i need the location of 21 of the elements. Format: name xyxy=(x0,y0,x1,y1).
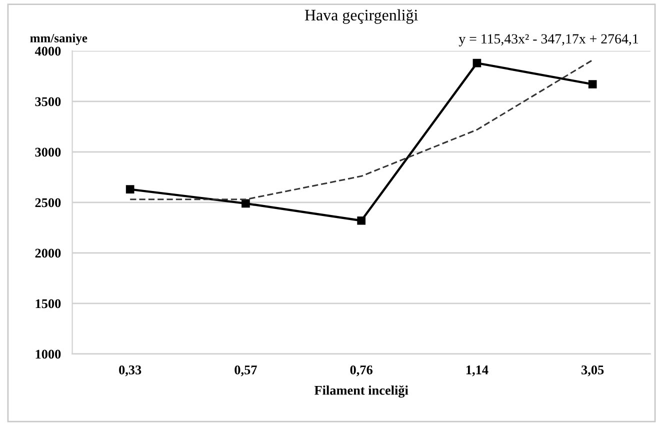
x-tick-label: 0,57 xyxy=(234,365,257,376)
point xyxy=(472,58,482,68)
x-axis-title: Filament inceliği xyxy=(314,385,408,398)
point xyxy=(357,216,366,225)
text: y = 115,43x² - 347,17x + 2764,1 xyxy=(458,34,638,46)
x-tick-label: 0,33 xyxy=(119,365,142,376)
point xyxy=(126,185,134,194)
y-tick-label: 3000 xyxy=(35,148,61,157)
y-tick-label: 2000 xyxy=(35,248,61,258)
chart-title: Hava geçirgenliği xyxy=(304,9,418,24)
x-tick-label: 1,14 xyxy=(466,366,488,376)
y-tick-label: 1000 xyxy=(36,350,61,359)
point xyxy=(588,80,597,88)
y-tick-label: 1500 xyxy=(36,299,61,308)
y-tick-label: 2500 xyxy=(35,198,61,208)
point xyxy=(242,199,250,208)
x-tick-label: 0,76 xyxy=(350,365,372,376)
y-tick-label: 3500 xyxy=(35,97,61,106)
y-tick-label: 4000 xyxy=(34,46,61,56)
x-tick-label: 3,05 xyxy=(582,365,604,376)
y-axis-title: mm/saniye xyxy=(30,34,88,45)
